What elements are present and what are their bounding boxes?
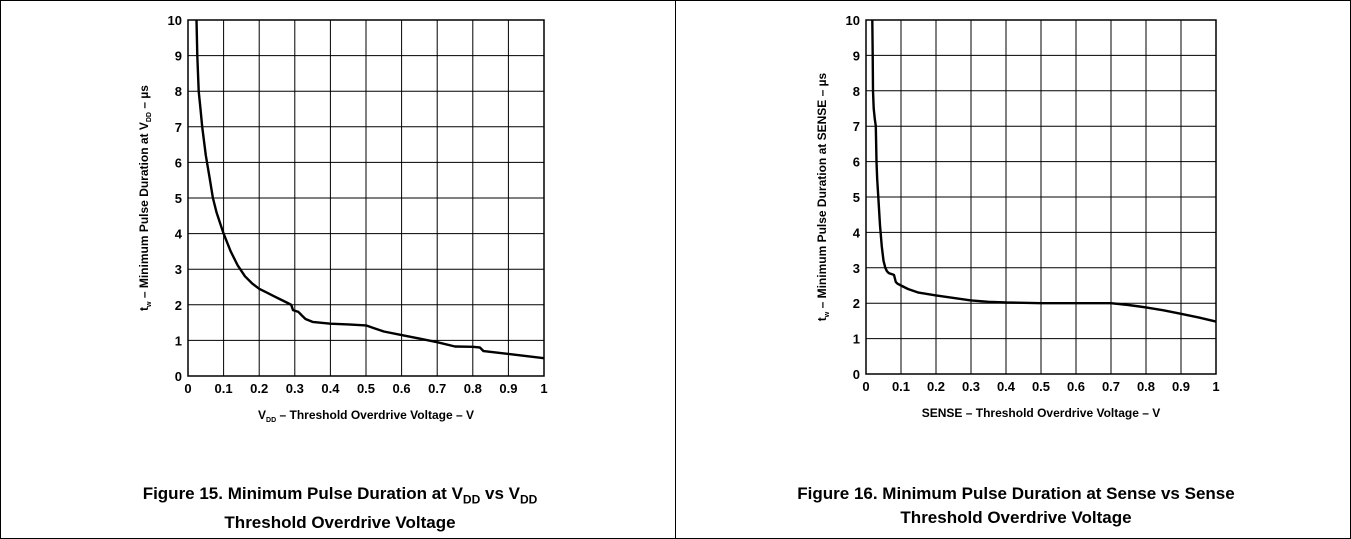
figure-15-caption-line1: Figure 15. Minimum Pulse Duration at VDD…: [142, 484, 538, 507]
figure-16-caption: Figure 16. Minimum Pulse Duration at Sen…: [696, 482, 1336, 530]
y-tick-label: 5: [175, 191, 182, 206]
series-line: [871, 19, 1217, 323]
y-tick-label: 9: [175, 49, 182, 64]
y-tick-label: 4: [853, 225, 861, 240]
x-tick-label: 0.4: [997, 379, 1016, 394]
y-tick-label: 7: [175, 120, 182, 135]
x-tick-label: 0.7: [428, 381, 446, 396]
y-axis-title: tw​ – Minimum Pulse Duration at SENSE – …: [815, 72, 831, 321]
x-axis-title: SENSE – Threshold Overdrive Voltage – V: [922, 406, 1161, 420]
x-tick-label: 0.1: [215, 381, 233, 396]
x-tick-label: 0.5: [357, 381, 375, 396]
y-tick-label: 6: [853, 155, 860, 170]
y-tick-label: 10: [168, 13, 182, 28]
x-tick-label: 0.2: [250, 381, 268, 396]
x-tick-label: 1: [540, 381, 547, 396]
y-tick-label: 5: [853, 190, 860, 205]
x-tick-label: 0.4: [321, 381, 340, 396]
x-tick-label: 1: [1212, 379, 1219, 394]
series-line: [195, 19, 545, 360]
x-axis-title: VDD​ – Threshold Overdrive Voltage – V: [258, 408, 474, 424]
y-tick-label: 2: [853, 296, 860, 311]
y-axis-title: tw​ – Minimum Pulse Duration at VDD​ – µ…: [137, 85, 153, 311]
x-tick-label: 0.9: [1172, 379, 1190, 394]
x-tick-label: 0.8: [464, 381, 482, 396]
y-tick-label: 1: [853, 332, 860, 347]
figure-15-caption: Figure 15. Minimum Pulse Duration at VDD…: [40, 482, 640, 535]
x-tick-label: 0.6: [1067, 379, 1085, 394]
y-tick-label: 6: [175, 155, 182, 170]
x-tick-label: 0.5: [1032, 379, 1050, 394]
figure-16-chart: 0 0.1 0.2 0.3 0.4 0.5 0.6 0.7 0.8 0.9 101234567891…: [815, 13, 1220, 420]
y-tick-label: 0: [175, 369, 182, 384]
x-tick-label: 0.7: [1102, 379, 1120, 394]
y-tick-label: 0: [853, 367, 860, 382]
y-tick-label: 8: [853, 84, 860, 99]
y-tick-label: 10: [846, 13, 860, 28]
y-tick-label: 8: [175, 84, 182, 99]
x-tick-label: 0: [184, 381, 191, 396]
y-tick-label: 1: [175, 333, 182, 348]
x-tick-label: 0.1: [892, 379, 910, 394]
figure-15-caption-line2: Threshold Overdrive Voltage: [224, 513, 456, 533]
y-tick-label: 7: [853, 119, 860, 134]
x-tick-label: 0: [862, 379, 869, 394]
panel-divider: [675, 0, 676, 539]
x-tick-label: 0.3: [962, 379, 980, 394]
x-tick-label: 0.8: [1137, 379, 1155, 394]
x-tick-label: 0.2: [927, 379, 945, 394]
figure-15-panel: 0 0.1 0.2 0.3 0.4 0.5 0.6 0.7 0.8 0.9 1 0 1 2 3 4 5 6 7 8 9 1…: [0, 0, 675, 539]
figure-16-caption-line1: Figure 16. Minimum Pulse Duration at Sen…: [797, 484, 1235, 503]
y-tick-label: 4: [175, 227, 183, 242]
y-tick-label: 9: [853, 48, 860, 63]
figure-16-caption-line2: Threshold Overdrive Voltage: [900, 508, 1132, 527]
y-tick-label: 3: [853, 261, 860, 276]
x-tick-label: 0.6: [393, 381, 411, 396]
plot-border: [187, 19, 545, 377]
x-tick-label: 0.3: [286, 381, 304, 396]
plot-border: [865, 19, 1217, 375]
x-tick-label: 0.9: [499, 381, 517, 396]
y-tick-label: 3: [175, 262, 182, 277]
figure-15-chart: 0 0.1 0.2 0.3 0.4 0.5 0.6 0.7 0.8 0.9 101234567891…: [137, 13, 548, 424]
figure-16-panel: 0 0.1 0.2 0.3 0.4 0.5 0.6 0.7 0.8 0.9 1 0 1 2 3 4 5 6 7 8 9 1…: [676, 0, 1351, 539]
y-tick-label: 2: [175, 298, 182, 313]
